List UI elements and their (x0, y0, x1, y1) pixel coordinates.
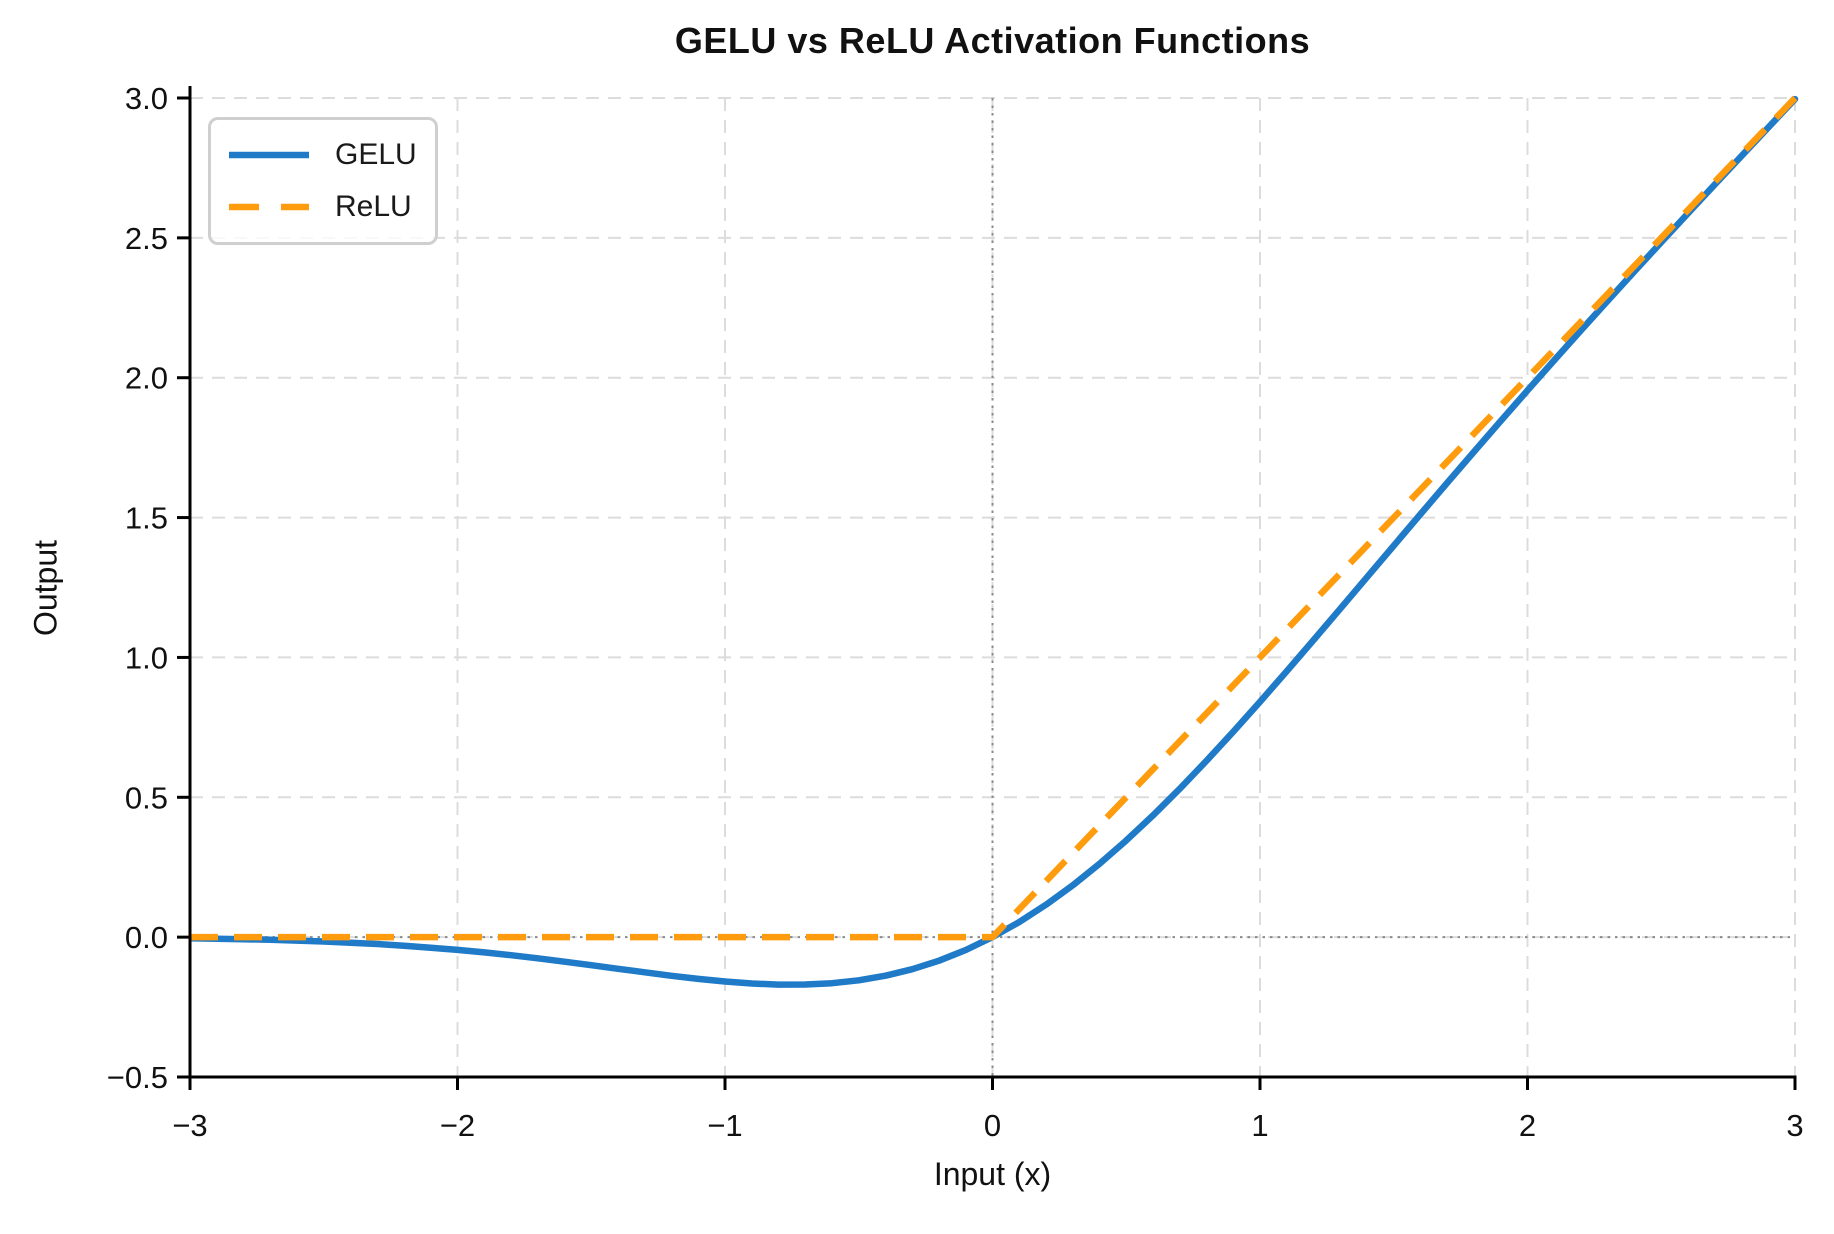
chart-title: GELU vs ReLU Activation Functions (674, 20, 1311, 61)
legend-item-relu: ReLU (227, 190, 435, 224)
y-tick-label: 2.0 (125, 361, 168, 396)
x-tick-label: 3 (1786, 1108, 1803, 1143)
x-tick-label: 1 (1251, 1108, 1268, 1143)
y-tick-label: 2.5 (125, 221, 168, 256)
x-tick-label: −2 (440, 1108, 475, 1143)
relu-line-sample-icon (229, 203, 309, 211)
y-axis-label: Output (27, 539, 64, 637)
x-axis-label: Input (x) (933, 1156, 1052, 1192)
x-tick-label: 0 (984, 1108, 1001, 1143)
y-tick-label: 3.0 (125, 81, 168, 116)
y-tick-label: −0.5 (107, 1060, 168, 1095)
legend-label-relu: ReLU (335, 190, 412, 223)
x-tick-label: 2 (1519, 1108, 1536, 1143)
y-tick-label: 0.0 (125, 920, 168, 955)
gelu-line-sample-icon (229, 151, 309, 159)
legend-label-gelu: GELU (335, 138, 417, 171)
y-tick-label: 0.5 (125, 780, 168, 815)
x-tick-label: −3 (172, 1108, 207, 1143)
legend: GELU ReLU (208, 117, 438, 245)
x-tick-label: −1 (707, 1108, 742, 1143)
y-tick-label: 1.0 (125, 640, 168, 675)
legend-item-gelu: GELU (227, 138, 435, 172)
y-tick-label: 1.5 (125, 501, 168, 536)
series-line-relu (190, 95, 1798, 941)
